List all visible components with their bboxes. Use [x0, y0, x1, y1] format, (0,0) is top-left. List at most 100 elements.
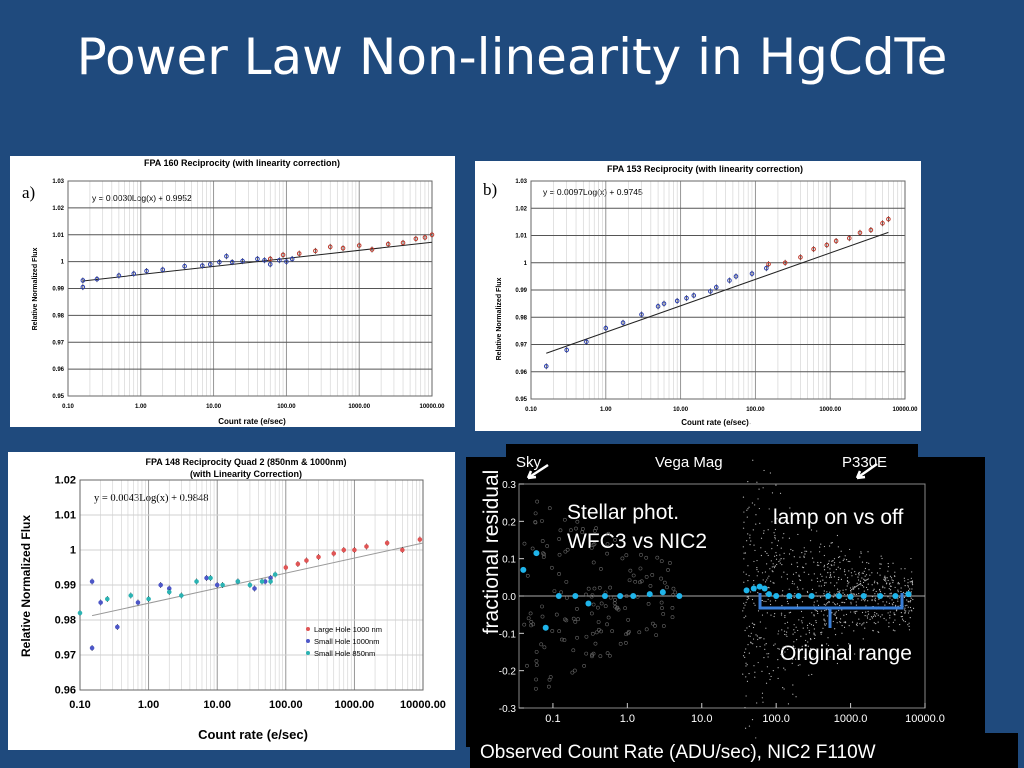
background-point — [894, 619, 896, 621]
background-point — [837, 546, 839, 548]
background-point — [615, 605, 620, 610]
background-point — [570, 670, 575, 675]
data-point — [782, 260, 788, 266]
background-point — [861, 561, 864, 563]
background-point — [784, 595, 786, 597]
background-point — [839, 621, 841, 623]
background-point — [599, 601, 604, 606]
background-point — [883, 578, 885, 580]
background-point — [597, 627, 601, 632]
background-point — [746, 596, 748, 598]
background-point — [776, 554, 778, 557]
x-tick-label: 1000.00 — [348, 404, 370, 410]
background-point — [779, 559, 781, 561]
background-point — [870, 616, 873, 618]
y-axis-label: Relative Normalized Flux — [496, 277, 503, 360]
background-point — [838, 576, 840, 579]
background-point — [772, 670, 774, 672]
background-point — [911, 584, 914, 586]
background-point — [836, 582, 838, 584]
data-point — [846, 235, 852, 241]
background-point — [890, 577, 893, 579]
background-point — [759, 645, 761, 648]
background-point — [910, 591, 912, 593]
background-point — [854, 612, 856, 615]
background-point — [639, 579, 644, 584]
background-point — [746, 516, 748, 518]
background-point — [591, 542, 596, 547]
background-point — [829, 572, 831, 574]
background-point — [779, 562, 781, 564]
background-point — [818, 585, 820, 587]
background-point — [594, 526, 599, 531]
background-point — [783, 630, 786, 632]
background-point — [811, 612, 813, 614]
background-point — [858, 583, 861, 585]
background-point — [761, 614, 764, 616]
data-point — [691, 293, 697, 298]
background-point — [831, 560, 833, 562]
x-tick-label: 10.0 — [691, 713, 712, 725]
chart-b: b) FPA 153 Reciprocity (with linearity c… — [483, 164, 918, 427]
legend-marker — [306, 639, 310, 643]
background-point — [816, 610, 819, 612]
background-point — [864, 575, 866, 577]
background-point — [590, 654, 594, 659]
background-point — [853, 593, 856, 595]
background-point — [813, 573, 815, 575]
background-point — [756, 559, 758, 562]
background-point — [816, 577, 818, 579]
arrow-icon — [526, 463, 549, 480]
y-tick-label: 1.02 — [52, 206, 64, 212]
background-point — [809, 622, 811, 624]
top-label-vega-mag: Vega Mag — [655, 454, 723, 471]
background-point — [773, 615, 775, 618]
background-point — [873, 614, 876, 616]
background-point — [880, 563, 882, 565]
annotation-wfc3-vs-nic2: WFC3 vs NIC2 — [567, 530, 707, 553]
background-point — [836, 616, 838, 619]
residual-point — [743, 587, 750, 594]
background-point — [768, 653, 770, 655]
data-point — [217, 259, 222, 265]
background-point — [557, 552, 562, 557]
background-point — [801, 566, 804, 568]
background-point — [865, 574, 868, 576]
background-point — [787, 648, 789, 651]
background-point — [842, 559, 844, 562]
background-point — [790, 563, 793, 565]
background-point — [773, 582, 775, 584]
background-point — [871, 617, 873, 619]
background-point — [792, 693, 794, 695]
background-point — [767, 586, 769, 588]
data-point — [639, 312, 644, 317]
data-point — [304, 558, 309, 563]
background-point — [864, 599, 866, 601]
background-point — [894, 571, 896, 573]
background-point — [764, 581, 767, 583]
background-point — [766, 552, 768, 554]
background-point — [792, 580, 794, 582]
background-point — [574, 526, 578, 531]
background-point — [756, 635, 758, 637]
background-point — [533, 520, 538, 524]
background-point — [554, 612, 559, 617]
background-point — [856, 585, 858, 587]
background-point — [833, 585, 836, 587]
background-point — [824, 582, 826, 584]
background-point — [746, 540, 748, 542]
background-point — [638, 580, 642, 585]
background-point — [744, 656, 746, 658]
background-point — [783, 571, 785, 573]
y-tick-label: 1.02 — [515, 206, 527, 212]
background-point — [897, 581, 899, 584]
residual-point — [646, 591, 653, 598]
background-point — [908, 629, 911, 631]
background-point — [775, 522, 777, 524]
background-point — [605, 542, 610, 547]
background-point — [774, 538, 776, 540]
data-point — [128, 593, 134, 598]
background-point — [748, 652, 750, 654]
background-point — [835, 604, 837, 606]
background-point — [894, 630, 896, 632]
